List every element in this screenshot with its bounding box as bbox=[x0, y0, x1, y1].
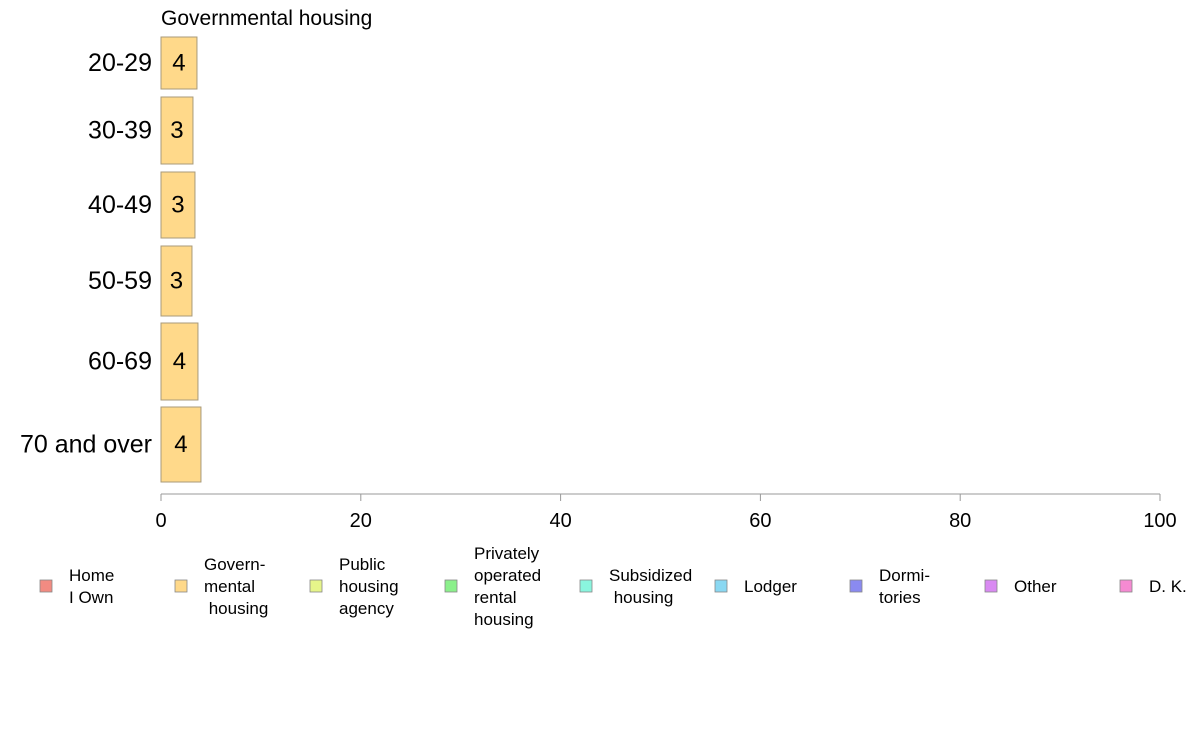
legend: Home I Own Govern-mental housing Public hous… bbox=[39, 544, 1187, 629]
category-label: 40-49 bbox=[88, 191, 152, 219]
legend-swatch bbox=[714, 579, 728, 593]
x-tick-label: 80 bbox=[949, 510, 971, 532]
legend-swatch bbox=[39, 579, 53, 593]
legend-swatch bbox=[174, 579, 188, 593]
legend-item: Govern-mental housing bbox=[174, 555, 268, 618]
legend-label: Home I Own bbox=[69, 566, 114, 607]
category-label: 60-69 bbox=[88, 348, 152, 376]
bar bbox=[160, 96, 194, 165]
x-tick-label: 0 bbox=[155, 510, 166, 532]
bar bbox=[160, 171, 196, 239]
bars-layer: 4 20-29 3 30-39 3 40-49 3 50-59 4 60-69 4 70 and ov… bbox=[20, 36, 202, 483]
bar bbox=[160, 245, 193, 317]
x-axis: 0 20 40 60 80 100 bbox=[155, 493, 1177, 532]
category-label: 50-59 bbox=[88, 267, 152, 295]
bar bbox=[160, 406, 202, 483]
legend-label: Other bbox=[1014, 577, 1057, 596]
legend-swatch bbox=[1119, 579, 1133, 593]
legend-item: Privately operated rental housing bbox=[444, 544, 541, 629]
category-label: 70 and over bbox=[20, 431, 152, 459]
legend-label: Privately operated rental housing bbox=[474, 544, 541, 629]
x-tick-label: 20 bbox=[350, 510, 372, 532]
legend-item: Home I Own bbox=[39, 566, 114, 607]
bar-value-label: 3 bbox=[170, 117, 183, 144]
legend-label: Govern-mental housing bbox=[204, 555, 268, 618]
legend-label: Lodger bbox=[744, 577, 797, 596]
bar-value-label: 3 bbox=[170, 268, 183, 295]
legend-item: Other bbox=[984, 577, 1057, 596]
x-tick-label: 100 bbox=[1143, 510, 1176, 532]
bar-value-label: 3 bbox=[171, 192, 184, 219]
legend-label: Public housing agency bbox=[339, 555, 399, 618]
category-label: 30-39 bbox=[88, 117, 152, 145]
legend-label: D. K. bbox=[1149, 577, 1187, 596]
legend-item: D. K. bbox=[1119, 577, 1187, 596]
legend-label: Subsidized housing bbox=[609, 566, 692, 607]
bar bbox=[160, 322, 199, 401]
legend-item: Subsidized housing bbox=[579, 566, 692, 607]
bar bbox=[160, 36, 198, 90]
legend-label: Dormi-tories bbox=[879, 566, 930, 607]
legend-swatch bbox=[849, 579, 863, 593]
legend-swatch bbox=[579, 579, 593, 593]
legend-item: Lodger bbox=[714, 577, 797, 596]
bar-value-label: 4 bbox=[172, 50, 185, 77]
legend-swatch bbox=[444, 579, 458, 593]
legend-swatch bbox=[984, 579, 998, 593]
legend-item: Dormi-tories bbox=[849, 566, 930, 607]
x-tick-label: 60 bbox=[749, 510, 771, 532]
chart-title: Governmental housing bbox=[161, 7, 372, 30]
bar-value-label: 4 bbox=[174, 431, 187, 458]
category-label: 20-29 bbox=[88, 49, 152, 77]
x-tick-label: 40 bbox=[549, 510, 571, 532]
legend-swatch bbox=[309, 579, 323, 593]
legend-item: Public housing agency bbox=[309, 555, 399, 618]
bar-value-label: 4 bbox=[173, 348, 186, 375]
